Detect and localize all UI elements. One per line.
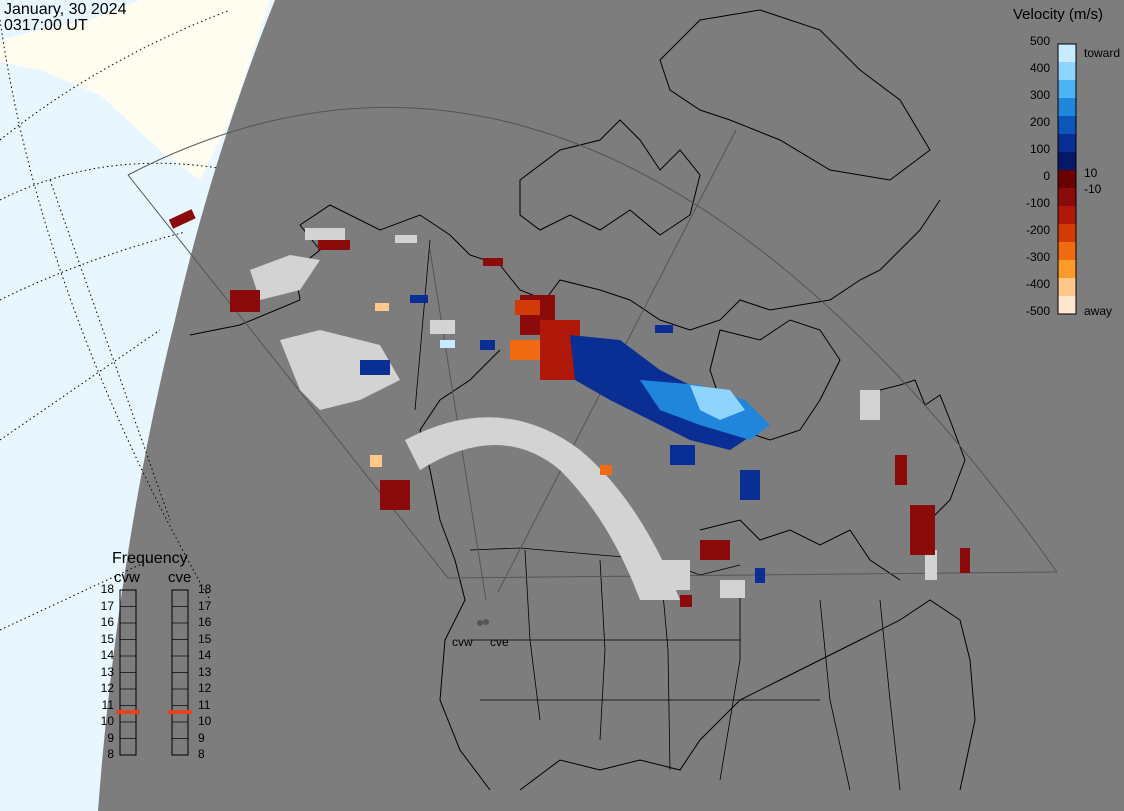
colorbar-border [1057,43,1077,315]
colorbar-segment [1058,152,1076,171]
date-label: January, 30 2024 [4,1,127,18]
site-label: cve [490,635,509,649]
frequency-level-label: 16 [100,615,114,629]
frequency-level-label: 11 [101,697,114,712]
frequency-level-label: 9 [198,730,205,745]
frequency-level-label: 11 [198,697,211,712]
colorbar-tick-small: 10 [1084,166,1098,180]
frequency-level-label: 15 [198,631,212,646]
frequency-level-label: 10 [100,714,114,728]
frequency-radar-label: cvw [114,569,140,586]
colorbar-segment [1058,296,1076,315]
colorbar-tick-label: 100 [1029,142,1050,156]
colorbar-tick-label: -300 [1025,250,1050,264]
frequency-level-label: 8 [107,747,114,761]
land-region [0,0,270,180]
frequency-marker [168,710,192,715]
colorbar-segment [1058,242,1076,261]
radar-site-marker [483,619,489,625]
colorbar-tick-label: -100 [1025,196,1050,210]
frequency-level-label: 8 [198,747,205,761]
colorbar-segment [1058,80,1076,99]
colorbar-away-label: away [1084,304,1113,318]
colorbar-segment [1058,134,1076,153]
site-label: cvw [452,635,473,649]
colorbar-segment [1058,44,1076,63]
colorbar-tick-label: 300 [1029,88,1050,102]
frequency-level-label: 14 [198,648,212,662]
colorbar-tick-label: -400 [1025,277,1050,291]
frequency-level-label: 10 [198,714,212,728]
colorbar-segment [1058,116,1076,135]
frequency-level-label: 13 [198,664,212,679]
colorbar-segment [1058,278,1076,297]
colorbar-tick-label: -500 [1025,304,1050,318]
frequency-level-label: 18 [100,582,114,596]
frequency-level-label: 9 [107,730,114,745]
colorbar-segment [1058,170,1076,189]
frequency-level-label: 14 [100,648,114,662]
night-shading [98,0,1124,811]
colorbar-tick-label: 200 [1029,115,1050,129]
colorbar-tick-label: 500 [1029,34,1050,48]
frequency-level-label: 15 [100,631,114,646]
frequency-marker [116,710,140,715]
colorbar-tick-label: 0 [1043,169,1050,183]
colorbar-tick-small: -10 [1084,182,1102,196]
frequency-radar-label: cve [168,569,192,586]
radar-site-marker [477,620,483,626]
frequency-title: Frequency [112,550,188,567]
velocity-colorbar [1057,43,1077,315]
colorbar-segment [1058,98,1076,117]
colorbar-segment [1058,188,1076,207]
frequency-level-label: 17 [100,598,114,613]
ionospheric-scatter [168,209,970,607]
colorbar-segment [1058,62,1076,81]
colorbar-toward-label: toward [1084,46,1121,60]
colorbar-tick-label: -200 [1025,223,1050,237]
colorbar-segment [1058,224,1076,243]
time-label: 0317:00 UT [4,17,88,34]
frequency-level-label: 16 [198,615,212,629]
frequency-panel [116,589,192,756]
ground-scatter [250,228,937,600]
colorbar-segment [1058,260,1076,279]
frequency-level-label: 12 [100,681,114,695]
colorbar-segment [1058,206,1076,225]
frequency-level-label: 12 [198,681,212,695]
graticule [0,9,231,631]
frequency-level-label: 17 [198,598,212,613]
frequency-level-label: 13 [100,664,114,679]
colorbar-title: Velocity (m/s) [1013,6,1104,23]
frequency-level-label: 18 [198,582,212,596]
colorbar-tick-label: 400 [1029,61,1050,75]
